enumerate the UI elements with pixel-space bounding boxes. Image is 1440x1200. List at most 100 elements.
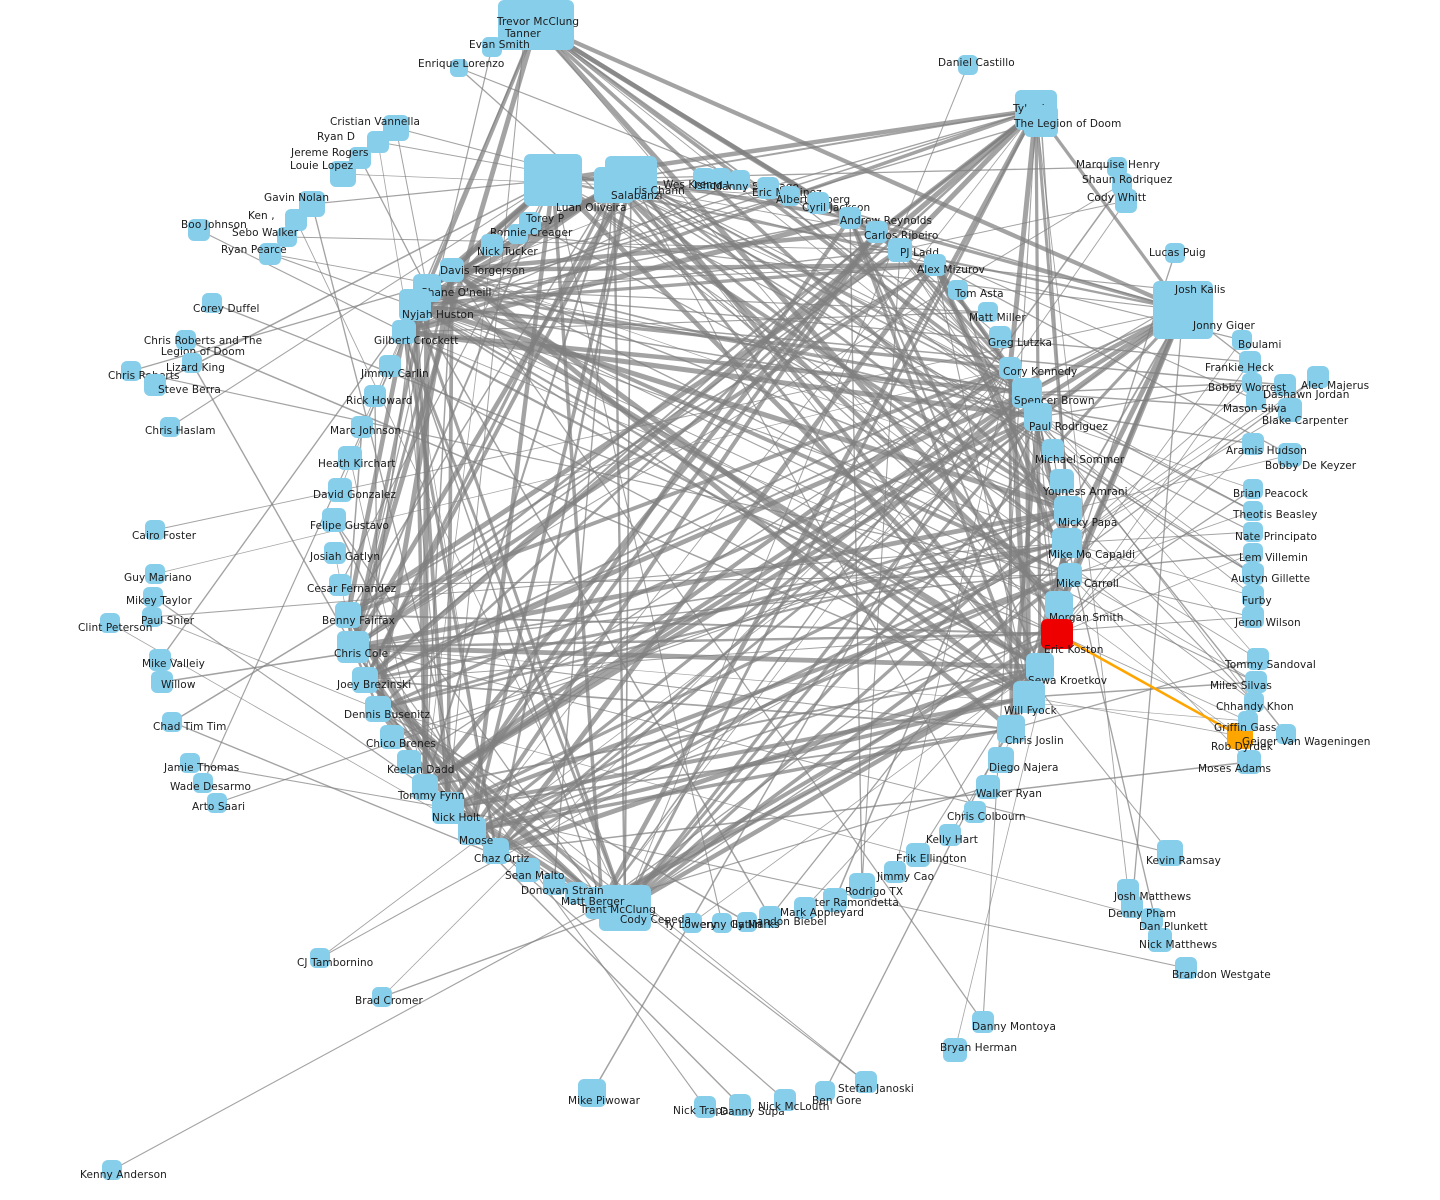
graph-node[interactable] [182,353,202,373]
graph-node[interactable] [1245,671,1267,693]
graph-node[interactable] [997,715,1025,743]
graph-node[interactable] [207,793,227,813]
graph-node[interactable] [432,792,464,824]
graph-node[interactable] [367,131,389,153]
graph-node[interactable] [508,224,528,244]
graph-node[interactable] [259,243,281,265]
graph-node[interactable] [1243,479,1263,499]
graph-node[interactable] [328,478,352,502]
graph-node[interactable] [948,280,968,300]
graph-node[interactable] [202,293,222,313]
graph-node[interactable] [774,1089,796,1111]
graph-node[interactable] [176,330,196,350]
graph-node[interactable] [121,361,141,381]
graph-node[interactable] [906,843,930,867]
graph-node[interactable] [482,37,502,57]
graph-node[interactable] [1232,330,1252,350]
graph-node[interactable] [729,1094,751,1116]
graph-node[interactable] [1141,908,1163,930]
graph-node[interactable] [839,207,861,229]
graph-node[interactable] [578,1079,606,1107]
graph-node[interactable] [513,27,535,49]
graph-node[interactable] [988,747,1014,773]
graph-node[interactable] [310,948,330,968]
graph-node[interactable] [543,873,565,895]
graph-node[interactable] [1157,840,1183,866]
graph-node[interactable] [815,1081,835,1101]
graph-node[interactable] [1242,373,1262,393]
graph-node[interactable] [978,302,998,322]
graph-node[interactable] [694,1096,716,1118]
graph-node[interactable] [958,55,978,75]
graph-node[interactable] [1239,351,1261,373]
graph-node[interactable] [1242,606,1264,628]
graph-node[interactable] [711,168,731,188]
graph-node[interactable] [1115,189,1137,213]
graph-node[interactable] [1024,403,1052,431]
graph-node[interactable] [145,564,165,584]
graph-node[interactable] [102,1160,122,1180]
graph-node[interactable] [322,508,346,532]
graph-node[interactable] [162,712,182,732]
graph-node[interactable] [1052,528,1082,558]
graph-node[interactable] [1045,591,1073,619]
graph-node[interactable] [1307,366,1329,388]
graph-node[interactable] [1121,896,1143,918]
graph-node[interactable] [594,167,634,203]
graph-node[interactable] [193,773,213,793]
graph-node[interactable] [440,258,464,282]
graph-node[interactable] [1058,563,1082,587]
graph-node[interactable] [351,416,373,438]
graph-node[interactable] [712,913,732,933]
graph-node[interactable] [516,858,540,882]
graph-node[interactable] [329,574,351,596]
graph-node[interactable] [524,154,582,206]
graph-node[interactable] [372,987,392,1007]
graph-node[interactable] [682,913,702,933]
graph-node[interactable] [1242,433,1264,455]
graph-node[interactable] [1242,563,1264,585]
graph-node[interactable] [1054,496,1082,524]
graph-node[interactable] [693,168,715,190]
graph-node[interactable] [180,753,200,773]
graph-node[interactable] [1278,443,1302,467]
graph-node[interactable] [450,59,468,77]
graph-node[interactable] [337,631,369,663]
graph-node[interactable] [1243,522,1263,542]
graph-node[interactable] [392,320,416,344]
graph-node[interactable] [380,725,404,749]
graph-node[interactable] [884,861,906,883]
graph-node[interactable] [1278,398,1302,422]
graph-node[interactable] [780,186,800,206]
graph-node[interactable] [145,520,165,540]
graph-node[interactable] [855,1071,877,1093]
graph-node[interactable] [188,219,210,241]
graph-node[interactable] [1237,750,1261,774]
graph-node[interactable] [1247,648,1269,670]
graph-node[interactable] [999,357,1021,379]
graph-node[interactable] [277,227,297,247]
graph-node[interactable] [1243,543,1263,563]
graph-node[interactable] [1013,681,1045,713]
graph-node[interactable] [149,649,171,671]
graph-node[interactable] [1042,439,1064,461]
graph-node[interactable] [943,1038,967,1062]
graph-node[interactable] [989,326,1011,348]
graph-node[interactable] [151,671,173,693]
graph-node[interactable] [498,0,574,50]
graph-node[interactable] [481,234,503,256]
graph-node[interactable] [823,888,847,912]
graph-node[interactable] [1187,282,1207,302]
graph-node[interactable] [100,613,120,633]
graph-node[interactable] [335,602,361,628]
graph-node[interactable] [565,882,587,904]
graph-node[interactable] [976,775,1000,799]
graph-node[interactable] [1243,501,1263,521]
graph-node[interactable] [757,177,779,199]
graph-node[interactable] [1246,390,1266,410]
graph-node[interactable] [1024,105,1058,137]
graph-node[interactable] [1244,692,1264,712]
graph-node[interactable] [1274,374,1296,396]
graph-node[interactable] [924,254,946,276]
graph-node[interactable] [352,667,378,693]
